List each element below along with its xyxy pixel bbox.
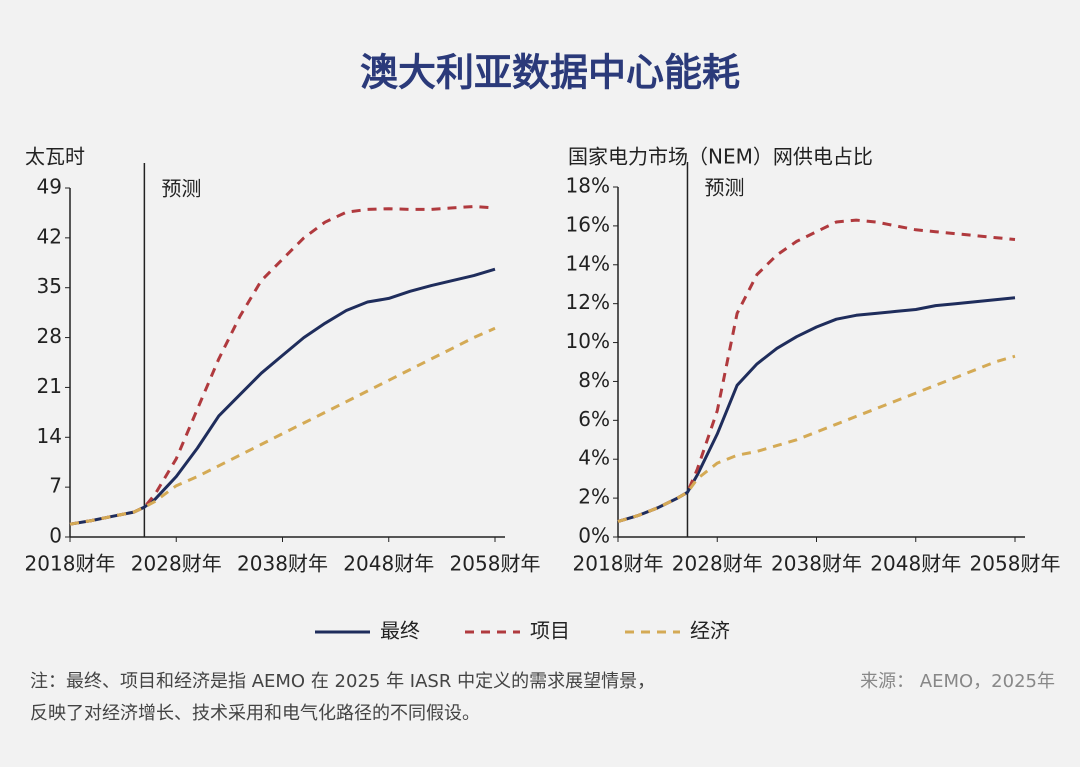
y-tick-label: 8% <box>578 368 610 392</box>
note: 反映了对经济增长、技术采用和电气化路径的不同假设。 <box>30 703 480 724</box>
y-tick-label: 10% <box>566 329 610 353</box>
x-tick-label: 2018财年 <box>573 552 664 576</box>
x-tick-label: 2058财年 <box>970 552 1061 576</box>
y-tick-label: 18% <box>566 174 610 198</box>
y-tick-label: 42 <box>37 224 62 248</box>
y-axis-label: 太瓦时 <box>25 145 85 169</box>
x-tick-label: 2058财年 <box>450 552 541 576</box>
x-tick-label: 2048财年 <box>870 552 961 576</box>
note: 注：最终、项目和经济是指 AEMO 在 2025 年 IASR 中定义的需求展望… <box>30 671 655 692</box>
annotation: 预测 <box>161 177 201 201</box>
y-tick-label: 21 <box>37 374 62 398</box>
y-tick-label: 0% <box>578 524 610 548</box>
y-axis-label: 国家电力市场（NEM）网供电占比 <box>568 145 873 169</box>
chart-title: 澳大利亚数据中心能耗 <box>360 51 740 95</box>
x-tick-label: 2028财年 <box>131 552 222 576</box>
x-tick-label: 2038财年 <box>237 552 328 576</box>
y-tick-label: 35 <box>37 274 62 298</box>
y-tick-label: 12% <box>566 290 610 314</box>
x-tick-label: 2018财年 <box>25 552 116 576</box>
legend-label: 最终 <box>380 619 420 643</box>
x-tick-label: 2048财年 <box>343 552 434 576</box>
y-tick-label: 6% <box>578 407 610 431</box>
y-tick-label: 28 <box>37 324 62 348</box>
y-tick-label: 7 <box>49 474 62 498</box>
y-tick-label: 0 <box>49 524 62 548</box>
x-tick-label: 2038财年 <box>771 552 862 576</box>
y-tick-label: 49 <box>37 175 62 199</box>
legend-label: 项目 <box>530 619 570 643</box>
series-line <box>617 354 1016 523</box>
y-tick-label: 14% <box>566 251 610 275</box>
y-tick-label: 16% <box>566 212 610 236</box>
legend-label: 经济 <box>690 619 730 643</box>
annotation: 预测 <box>704 176 744 200</box>
x-tick-label: 2028财年 <box>672 552 763 576</box>
series-line <box>69 326 496 526</box>
y-tick-label: 14 <box>37 424 62 448</box>
y-tick-label: 2% <box>578 485 610 509</box>
source: 来源： AEMO，2025年 <box>860 671 1055 692</box>
y-tick-label: 4% <box>578 446 610 470</box>
